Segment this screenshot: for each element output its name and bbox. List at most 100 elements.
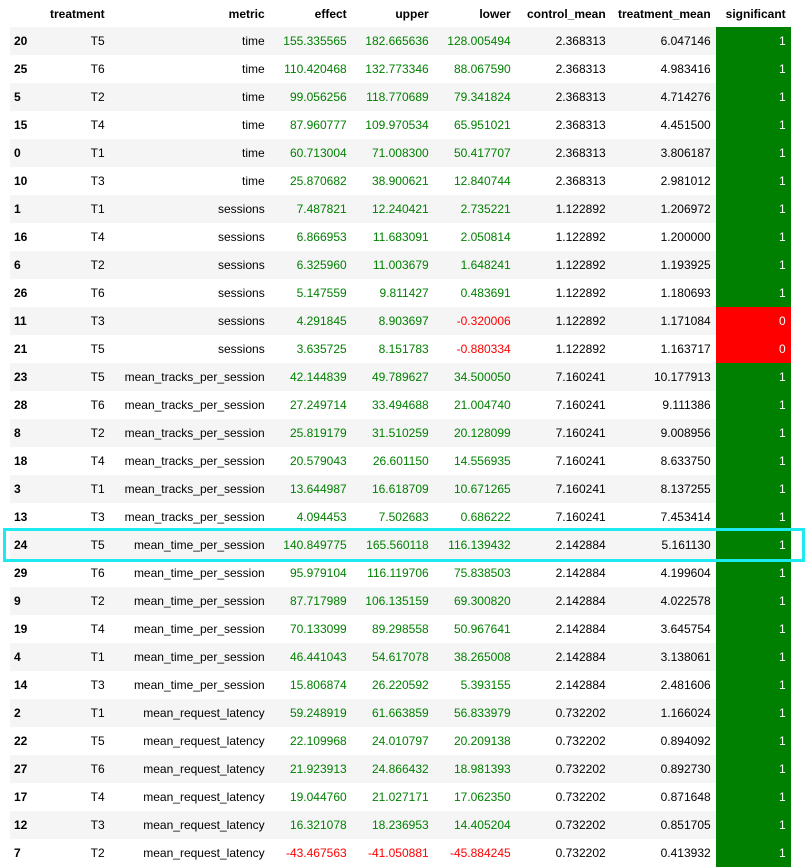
cell-metric: mean_time_per_session xyxy=(133,650,265,664)
cell-treatment: T5 xyxy=(90,370,105,384)
cell-upper: 109.970534 xyxy=(365,118,429,132)
cell-effect: 95.979104 xyxy=(289,566,347,580)
cell-significant: 1 xyxy=(715,363,791,391)
cell-lower: 14.405204 xyxy=(453,818,511,832)
cell-treatment-mean: 1.193925 xyxy=(660,258,711,272)
cell-treatment: T1 xyxy=(90,650,105,664)
cell-control-mean: 2.368313 xyxy=(555,34,606,48)
cell-significant: 1 xyxy=(715,447,791,475)
cell-significant: 0 xyxy=(715,307,791,335)
cell-lower: 88.067590 xyxy=(453,62,511,76)
cell-treatment: T3 xyxy=(90,174,105,188)
cell-effect: 70.133099 xyxy=(289,622,347,636)
cell-significant: 1 xyxy=(715,139,791,167)
table-row: 6 T2 sessions 6.325960 11.003679 1.648241 1.12… xyxy=(10,251,791,279)
cell-effect: 13.644987 xyxy=(289,482,347,496)
cell-effect: 4.291845 xyxy=(296,314,347,328)
cell-upper: 89.298558 xyxy=(371,622,429,636)
cell-significant: 1 xyxy=(715,587,791,615)
cell-treatment: T2 xyxy=(90,426,105,440)
cell-upper: 106.135159 xyxy=(365,594,429,608)
cell-metric: time xyxy=(242,34,265,48)
cell-treatment-mean: 6.047146 xyxy=(660,34,711,48)
cell-metric: time xyxy=(242,174,265,188)
cell-metric: sessions xyxy=(218,342,265,356)
cell-treatment: T3 xyxy=(90,314,105,328)
cell-treatment-mean: 0.871648 xyxy=(660,790,711,804)
cell-upper: 71.008300 xyxy=(371,146,429,160)
table-row: 29 T6 mean_time_per_session 95.979104 116.11… xyxy=(10,559,791,587)
row-index: 24 xyxy=(14,538,28,552)
cell-control-mean: 7.160241 xyxy=(555,510,606,524)
cell-treatment-mean: 0.851705 xyxy=(660,818,711,832)
cell-metric: mean_tracks_per_session xyxy=(124,370,265,384)
cell-metric: mean_time_per_session xyxy=(133,538,265,552)
cell-lower: -0.880334 xyxy=(456,342,511,356)
cell-upper: 16.618709 xyxy=(371,482,429,496)
column-header-effect: effect xyxy=(314,6,347,21)
cell-lower: 1.648241 xyxy=(460,258,511,272)
cell-treatment: T1 xyxy=(90,706,105,720)
row-index: 28 xyxy=(14,398,28,412)
cell-effect: 99.056256 xyxy=(289,90,347,104)
cell-effect: 3.635725 xyxy=(296,342,347,356)
table-row: 3 T1 mean_tracks_per_session 13.644987 16.61… xyxy=(10,475,791,503)
cell-effect: 87.960777 xyxy=(289,118,347,132)
cell-metric: time xyxy=(242,118,265,132)
cell-lower: 17.062350 xyxy=(453,790,511,804)
column-header-treatment: treatment xyxy=(50,6,105,21)
cell-metric: sessions xyxy=(218,258,265,272)
cell-treatment: T3 xyxy=(90,818,105,832)
row-index: 7 xyxy=(14,846,21,860)
cell-significant: 1 xyxy=(715,167,791,195)
row-index: 15 xyxy=(14,118,28,132)
cell-control-mean: 2.142884 xyxy=(555,538,606,552)
table-row: 20 T5 time 155.335565 182.665636 128.005494 2.… xyxy=(10,27,791,55)
cell-effect: 60.713004 xyxy=(289,146,347,160)
cell-significant: 0 xyxy=(715,335,791,363)
cell-treatment-mean: 4.714276 xyxy=(660,90,711,104)
cell-treatment: T4 xyxy=(90,454,105,468)
cell-upper: 165.560118 xyxy=(366,538,429,552)
cell-treatment: T3 xyxy=(90,510,105,524)
cell-treatment-mean: 3.138061 xyxy=(660,650,711,664)
table-row: 26 T6 sessions 5.147559 9.811427 0.483691 1.12… xyxy=(10,279,791,307)
row-index: 8 xyxy=(14,426,21,440)
cell-treatment: T1 xyxy=(90,202,105,216)
cell-treatment: T6 xyxy=(90,286,105,300)
cell-lower: 50.967641 xyxy=(453,622,511,636)
cell-control-mean: 0.732202 xyxy=(555,846,606,860)
cell-treatment-mean: 0.413932 xyxy=(660,846,711,860)
cell-control-mean: 1.122892 xyxy=(555,314,606,328)
table-row: 23 T5 mean_tracks_per_session 42.144839 49.7… xyxy=(10,363,791,391)
cell-metric: time xyxy=(242,90,265,104)
cell-metric: mean_tracks_per_session xyxy=(124,454,265,468)
cell-metric: sessions xyxy=(218,202,265,216)
cell-lower: 5.393155 xyxy=(460,678,511,692)
cell-effect: -43.467563 xyxy=(285,846,347,860)
table-row: 8 T2 mean_tracks_per_session 25.819179 31.51… xyxy=(10,419,791,447)
cell-significant: 1 xyxy=(715,615,791,643)
table-row: 21 T5 sessions 3.635725 8.151783 -0.880334 1.1… xyxy=(10,335,791,363)
cell-treatment-mean: 8.137255 xyxy=(660,482,711,496)
cell-significant: 1 xyxy=(715,419,791,447)
cell-treatment: T4 xyxy=(90,230,105,244)
cell-control-mean: 1.122892 xyxy=(555,258,606,272)
cell-upper: 8.903697 xyxy=(378,314,429,328)
cell-treatment: T2 xyxy=(90,90,105,104)
cell-lower: 75.838503 xyxy=(453,566,511,580)
cell-lower: 0.686222 xyxy=(460,510,511,524)
cell-effect: 4.094453 xyxy=(296,510,347,524)
cell-treatment: T5 xyxy=(90,34,105,48)
cell-effect: 27.249714 xyxy=(289,398,347,412)
cell-significant: 1 xyxy=(715,27,791,55)
cell-significant: 1 xyxy=(715,55,791,83)
cell-control-mean: 2.368313 xyxy=(555,90,606,104)
cell-effect: 25.819179 xyxy=(289,426,347,440)
cell-lower: 2.735221 xyxy=(460,202,511,216)
cell-treatment: T4 xyxy=(90,118,105,132)
cell-metric: mean_tracks_per_session xyxy=(124,426,265,440)
cell-control-mean: 7.160241 xyxy=(555,454,606,468)
cell-control-mean: 1.122892 xyxy=(555,202,606,216)
cell-upper: 11.003679 xyxy=(372,258,429,272)
